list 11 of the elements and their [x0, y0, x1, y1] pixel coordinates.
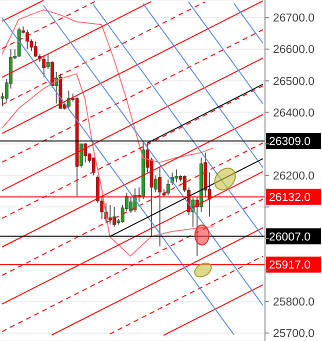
ref-line-label: 26007.0: [269, 231, 311, 244]
y-tick-label: 26500.0: [273, 76, 315, 88]
y-tick-label: 26200.0: [273, 170, 315, 182]
ref-line-label: 26309.0: [269, 136, 311, 148]
ref-line-label: 25917.0: [269, 260, 311, 272]
y-tick-label: 26600.0: [273, 44, 315, 56]
y-tick-label: 25800.0: [273, 296, 315, 309]
y-tick-label: 26400.0: [273, 107, 315, 120]
ref-line-label: 26132.0: [269, 192, 311, 204]
y-tick-label: 25700.0: [273, 328, 315, 340]
y-tick-label: 26700.0: [273, 12, 315, 25]
